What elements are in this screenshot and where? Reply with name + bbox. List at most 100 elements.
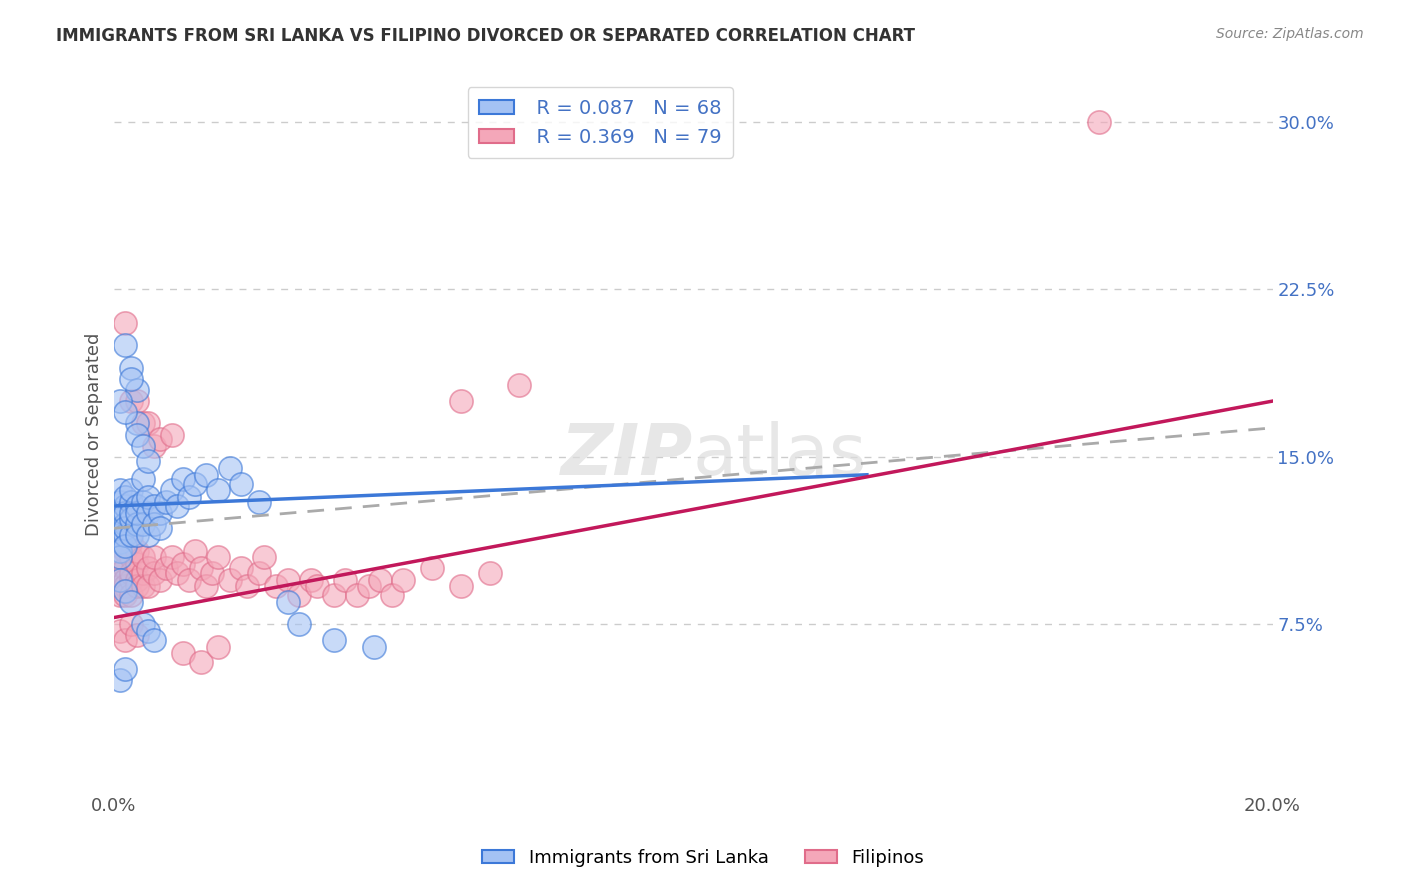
Point: [177, 573, 200, 587]
Point: [114, 521, 136, 535]
Point: [125, 427, 148, 442]
Point: [138, 624, 160, 638]
Point: [114, 506, 136, 520]
Point: [114, 543, 136, 558]
Point: [114, 405, 136, 419]
Point: [108, 528, 131, 542]
Point: [177, 490, 200, 504]
Point: [114, 561, 136, 575]
Point: [143, 550, 166, 565]
Point: [195, 467, 218, 482]
Legend:   R = 0.087   N = 68,   R = 0.369   N = 79: R = 0.087 N = 68, R = 0.369 N = 79: [468, 87, 734, 158]
Point: [450, 394, 472, 409]
Point: [231, 476, 253, 491]
Point: [138, 417, 160, 431]
Point: [120, 483, 142, 498]
Point: [190, 561, 212, 575]
Point: [207, 640, 229, 654]
Point: [166, 499, 188, 513]
Point: [108, 566, 131, 580]
Point: [114, 583, 136, 598]
Point: [114, 632, 136, 647]
Point: [125, 516, 148, 531]
Point: [125, 579, 148, 593]
Point: [131, 439, 153, 453]
Point: [114, 528, 136, 542]
Point: [108, 550, 131, 565]
Point: [322, 632, 344, 647]
Point: [120, 394, 142, 409]
Point: [108, 394, 131, 409]
Point: [131, 617, 153, 632]
Point: [160, 483, 183, 498]
Point: [184, 476, 207, 491]
Point: [138, 561, 160, 575]
Point: [138, 506, 160, 520]
Point: [108, 539, 131, 553]
Point: [184, 543, 207, 558]
Point: [172, 646, 194, 660]
Point: [120, 588, 142, 602]
Point: [108, 550, 131, 565]
Point: [108, 512, 131, 526]
Point: [236, 579, 259, 593]
Point: [299, 573, 322, 587]
Y-axis label: Divorced or Separated: Divorced or Separated: [86, 333, 103, 536]
Point: [381, 588, 404, 602]
Point: [114, 528, 136, 542]
Point: [479, 566, 502, 580]
Point: [120, 550, 142, 565]
Point: [508, 378, 530, 392]
Point: [160, 427, 183, 442]
Point: [231, 561, 253, 575]
Text: Source: ZipAtlas.com: Source: ZipAtlas.com: [1216, 27, 1364, 41]
Point: [247, 494, 270, 508]
Point: [108, 673, 131, 687]
Point: [108, 528, 131, 542]
Point: [143, 439, 166, 453]
Legend: Immigrants from Sri Lanka, Filipinos: Immigrants from Sri Lanka, Filipinos: [474, 842, 932, 874]
Point: [125, 543, 148, 558]
Point: [114, 338, 136, 352]
Point: [218, 461, 240, 475]
Point: [363, 640, 385, 654]
Point: [357, 579, 380, 593]
Point: [108, 494, 131, 508]
Point: [108, 534, 131, 549]
Point: [143, 566, 166, 580]
Point: [138, 579, 160, 593]
Point: [166, 566, 188, 580]
Point: [120, 534, 142, 549]
Point: [114, 588, 136, 602]
Point: [108, 521, 131, 535]
Point: [1087, 115, 1109, 129]
Point: [143, 499, 166, 513]
Point: [125, 573, 148, 587]
Point: [288, 588, 311, 602]
Point: [108, 579, 131, 593]
Point: [108, 543, 131, 558]
Point: [138, 528, 160, 542]
Point: [288, 617, 311, 632]
Point: [138, 454, 160, 468]
Point: [125, 628, 148, 642]
Point: [131, 472, 153, 486]
Point: [120, 566, 142, 580]
Point: [149, 521, 172, 535]
Point: [125, 499, 148, 513]
Point: [114, 516, 136, 531]
Point: [125, 506, 148, 520]
Point: [108, 506, 131, 520]
Point: [120, 360, 142, 375]
Point: [131, 494, 153, 508]
Point: [120, 528, 142, 542]
Point: [120, 512, 142, 526]
Point: [131, 516, 153, 531]
Point: [125, 417, 148, 431]
Point: [335, 573, 357, 587]
Point: [190, 655, 212, 669]
Point: [131, 566, 153, 580]
Point: [120, 617, 142, 632]
Point: [108, 573, 131, 587]
Point: [277, 573, 299, 587]
